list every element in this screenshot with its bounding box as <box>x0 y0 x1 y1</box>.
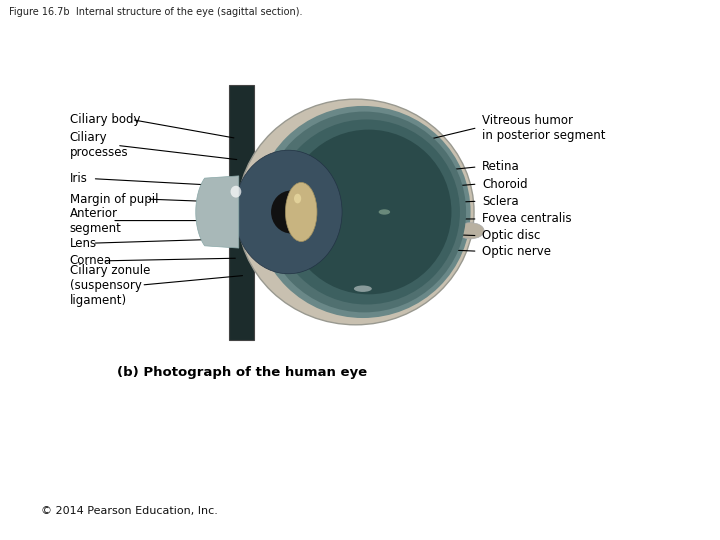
Text: Ciliary body: Ciliary body <box>70 113 140 126</box>
Text: Fovea centralis: Fovea centralis <box>482 212 572 226</box>
Text: Optic disc: Optic disc <box>482 229 540 242</box>
Text: Iris: Iris <box>70 172 87 185</box>
Text: Cornea: Cornea <box>70 254 112 267</box>
Text: Anterior
segment: Anterior segment <box>70 207 122 234</box>
Ellipse shape <box>285 183 317 241</box>
Ellipse shape <box>286 130 451 294</box>
Ellipse shape <box>255 106 471 318</box>
Ellipse shape <box>271 191 311 233</box>
Text: (b) Photograph of the human eye: (b) Photograph of the human eye <box>117 366 366 379</box>
Ellipse shape <box>294 194 301 204</box>
Text: Choroid: Choroid <box>482 178 528 191</box>
Ellipse shape <box>456 222 484 239</box>
Text: Lens: Lens <box>70 237 96 249</box>
Ellipse shape <box>273 119 460 305</box>
Ellipse shape <box>263 112 466 312</box>
Ellipse shape <box>379 210 390 215</box>
Ellipse shape <box>235 150 342 274</box>
Text: Margin of pupil: Margin of pupil <box>70 193 158 206</box>
Text: Optic nerve: Optic nerve <box>482 245 551 258</box>
Bar <box>230 85 254 340</box>
Text: Ciliary zonule
(suspensory
ligament): Ciliary zonule (suspensory ligament) <box>70 264 150 307</box>
Text: Ciliary
processes: Ciliary processes <box>70 131 128 159</box>
Text: © 2014 Pearson Education, Inc.: © 2014 Pearson Education, Inc. <box>41 507 217 516</box>
Ellipse shape <box>354 286 372 292</box>
Text: Vitreous humor
in posterior segment: Vitreous humor in posterior segment <box>482 113 606 141</box>
Ellipse shape <box>230 186 241 198</box>
Text: Sclera: Sclera <box>482 195 518 208</box>
Ellipse shape <box>238 99 474 325</box>
Text: Retina: Retina <box>482 160 520 173</box>
Text: Figure 16.7b  Internal structure of the eye (sagittal section).: Figure 16.7b Internal structure of the e… <box>9 7 302 17</box>
Polygon shape <box>196 176 239 248</box>
